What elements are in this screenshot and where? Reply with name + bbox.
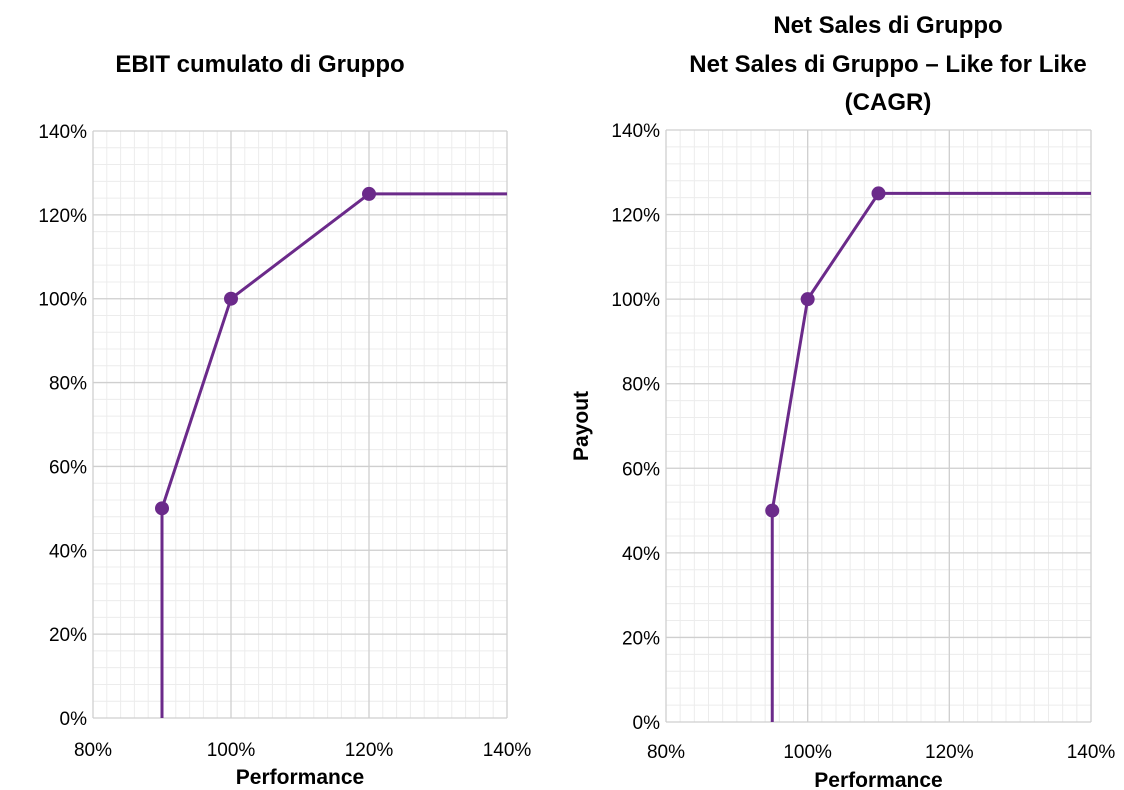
net-sales-title-line: (CAGR) <box>845 89 932 116</box>
ebit-y-tick-label: 100% <box>38 290 87 311</box>
ebit-y-tick-label: 0% <box>60 709 88 730</box>
net-sales-y-tick-label: 140% <box>611 121 660 142</box>
net-sales-y-tick-label: 40% <box>622 544 660 565</box>
ebit-y-tick-label: 20% <box>49 625 87 646</box>
net-sales-y-tick-label: 0% <box>633 713 661 734</box>
net-sales-data-point <box>800 292 815 307</box>
ebit-x-tick-label: 80% <box>74 740 112 761</box>
ebit-data-point <box>224 291 238 306</box>
ebit-x-axis-label: Performance <box>236 766 364 789</box>
ebit-data-point <box>155 501 169 516</box>
net-sales-y-tick-label: 100% <box>611 290 660 311</box>
net-sales-y-tick-label: 120% <box>611 206 660 227</box>
ebit-y-tick-label: 60% <box>49 457 87 478</box>
ebit-y-tick-label: 40% <box>49 541 87 562</box>
ebit-x-tick-label: 100% <box>207 740 256 761</box>
ebit-x-tick-label: 140% <box>483 740 532 761</box>
chart-net-sales-svg: 0% 20% 40% 60% 80% 100% 120% 140% 80% 100% 120% 140… <box>570 12 1116 790</box>
net-sales-data-point <box>765 503 780 518</box>
chart-ebit: 0% 20% 40% 60% 80% 100% 120% 140% 80% 100% 120% 140… <box>0 0 560 790</box>
chart-net-sales: 0% 20% 40% 60% 80% 100% 120% 140% 80% 100% 120% 140… <box>562 0 1124 790</box>
net-sales-title-line: Net Sales di Gruppo <box>773 12 1002 39</box>
ebit-y-tick-label: 80% <box>49 374 87 395</box>
chart-ebit-svg: 0% 20% 40% 60% 80% 100% 120% 140% 80% 100% 120% 140… <box>38 51 532 789</box>
net-sales-data-point <box>871 186 886 201</box>
net-sales-y-tick-label: 20% <box>622 628 660 649</box>
ebit-x-tick-label: 120% <box>345 740 394 761</box>
net-sales-x-tick-label: 140% <box>1067 742 1116 763</box>
net-sales-x-axis-label: Performance <box>814 769 942 790</box>
ebit-y-tick-label: 120% <box>38 206 87 227</box>
net-sales-x-tick-label: 80% <box>647 742 685 763</box>
net-sales-y-tick-label: 80% <box>622 375 660 396</box>
ebit-y-tick-label: 140% <box>38 122 87 143</box>
ebit-title-line: EBIT cumulato di Gruppo <box>115 51 404 78</box>
net-sales-y-axis-label: Payout <box>570 391 593 461</box>
ebit-data-point <box>362 186 376 201</box>
net-sales-y-tick-label: 60% <box>622 459 660 480</box>
net-sales-x-tick-label: 100% <box>783 742 832 763</box>
net-sales-title-line: Net Sales di Gruppo – Like for Like <box>689 51 1086 78</box>
net-sales-x-tick-label: 120% <box>925 742 974 763</box>
